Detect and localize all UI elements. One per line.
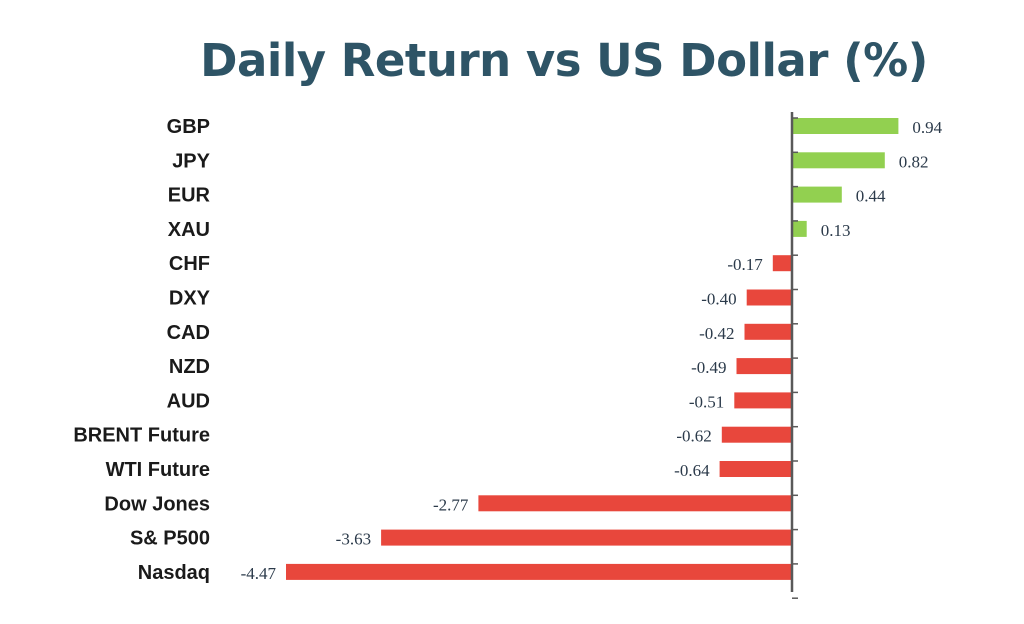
bar-cad [744,323,792,340]
bar-wti-future [719,461,792,477]
value-label-brent-future: -0.62 [676,427,711,446]
value-label-gbp: 0.94 [912,118,942,137]
chart-title: Daily Return vs US Dollar (%) [200,34,928,87]
bars-group [286,118,899,580]
bar-jpy [792,152,885,169]
value-label-xau: 0.13 [821,221,851,240]
value-label-dow-jones: -2.77 [433,495,469,514]
category-label-brent-future: BRENT Future [73,425,210,447]
bar-chf [772,255,792,272]
category-label-wti-future: WTI Future [106,459,210,481]
value-label-jpy: 0.82 [899,152,929,171]
category-label-cad: CAD [167,322,210,344]
value-label-aud: -0.51 [689,392,724,411]
value-label-wti-future: -0.64 [674,461,710,480]
category-label-s-p500: S& P500 [130,528,210,550]
bar-eur [792,186,842,203]
bar-dow-jones [478,495,792,512]
category-label-xau: XAU [168,219,210,241]
bar-nasdaq [286,563,792,580]
category-label-dow-jones: Dow Jones [104,493,210,515]
category-label-nasdaq: Nasdaq [138,562,210,584]
bar-brent-future [721,426,792,443]
value-label-chf: -0.17 [727,255,763,274]
value-label-s-p500: -3.63 [336,530,371,549]
category-label-gbp: GBP [167,116,210,138]
category-labels: GBP JPY EUR XAU CHF DXY CAD NZD AUD BRENT Future W… [73,116,210,584]
value-label-cad: -0.42 [699,324,734,343]
category-label-aud: AUD [167,390,210,412]
bar-gbp [792,118,899,134]
category-label-jpy: JPY [172,150,210,172]
bar-s-p500 [381,529,792,546]
value-label-nasdaq: -4.47 [241,564,277,583]
bar-dxy [746,289,792,306]
value-labels: 0.94 0.82 0.44 0.13 -0.17 -0.40 -0.42 -0.49 -0.5… [241,118,943,583]
category-label-dxy: DXY [169,288,211,310]
category-label-chf: CHF [169,253,210,275]
value-label-eur: 0.44 [856,187,886,206]
bar-xau [792,220,807,237]
value-label-dxy: -0.40 [701,290,736,309]
bar-nzd [736,358,792,375]
value-label-nzd: -0.49 [691,358,726,377]
zero-axis [790,112,798,599]
category-label-eur: EUR [168,185,211,207]
category-label-nzd: NZD [169,356,210,378]
bar-aud [734,392,792,409]
